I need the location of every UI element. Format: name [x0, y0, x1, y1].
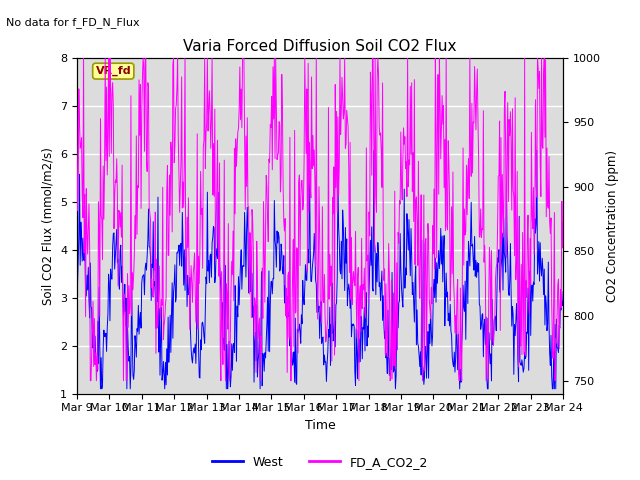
Text: No data for f_FD_N_Flux: No data for f_FD_N_Flux: [6, 17, 140, 28]
Y-axis label: CO2 Concentration (ppm): CO2 Concentration (ppm): [607, 150, 620, 301]
Title: Varia Forced Diffusion Soil CO2 Flux: Varia Forced Diffusion Soil CO2 Flux: [183, 39, 457, 54]
X-axis label: Time: Time: [305, 419, 335, 432]
Y-axis label: Soil CO2 Flux (mmol/m2/s): Soil CO2 Flux (mmol/m2/s): [42, 147, 54, 304]
Text: VR_fd: VR_fd: [95, 66, 131, 76]
Legend: West, FD_A_CO2_2: West, FD_A_CO2_2: [207, 451, 433, 474]
